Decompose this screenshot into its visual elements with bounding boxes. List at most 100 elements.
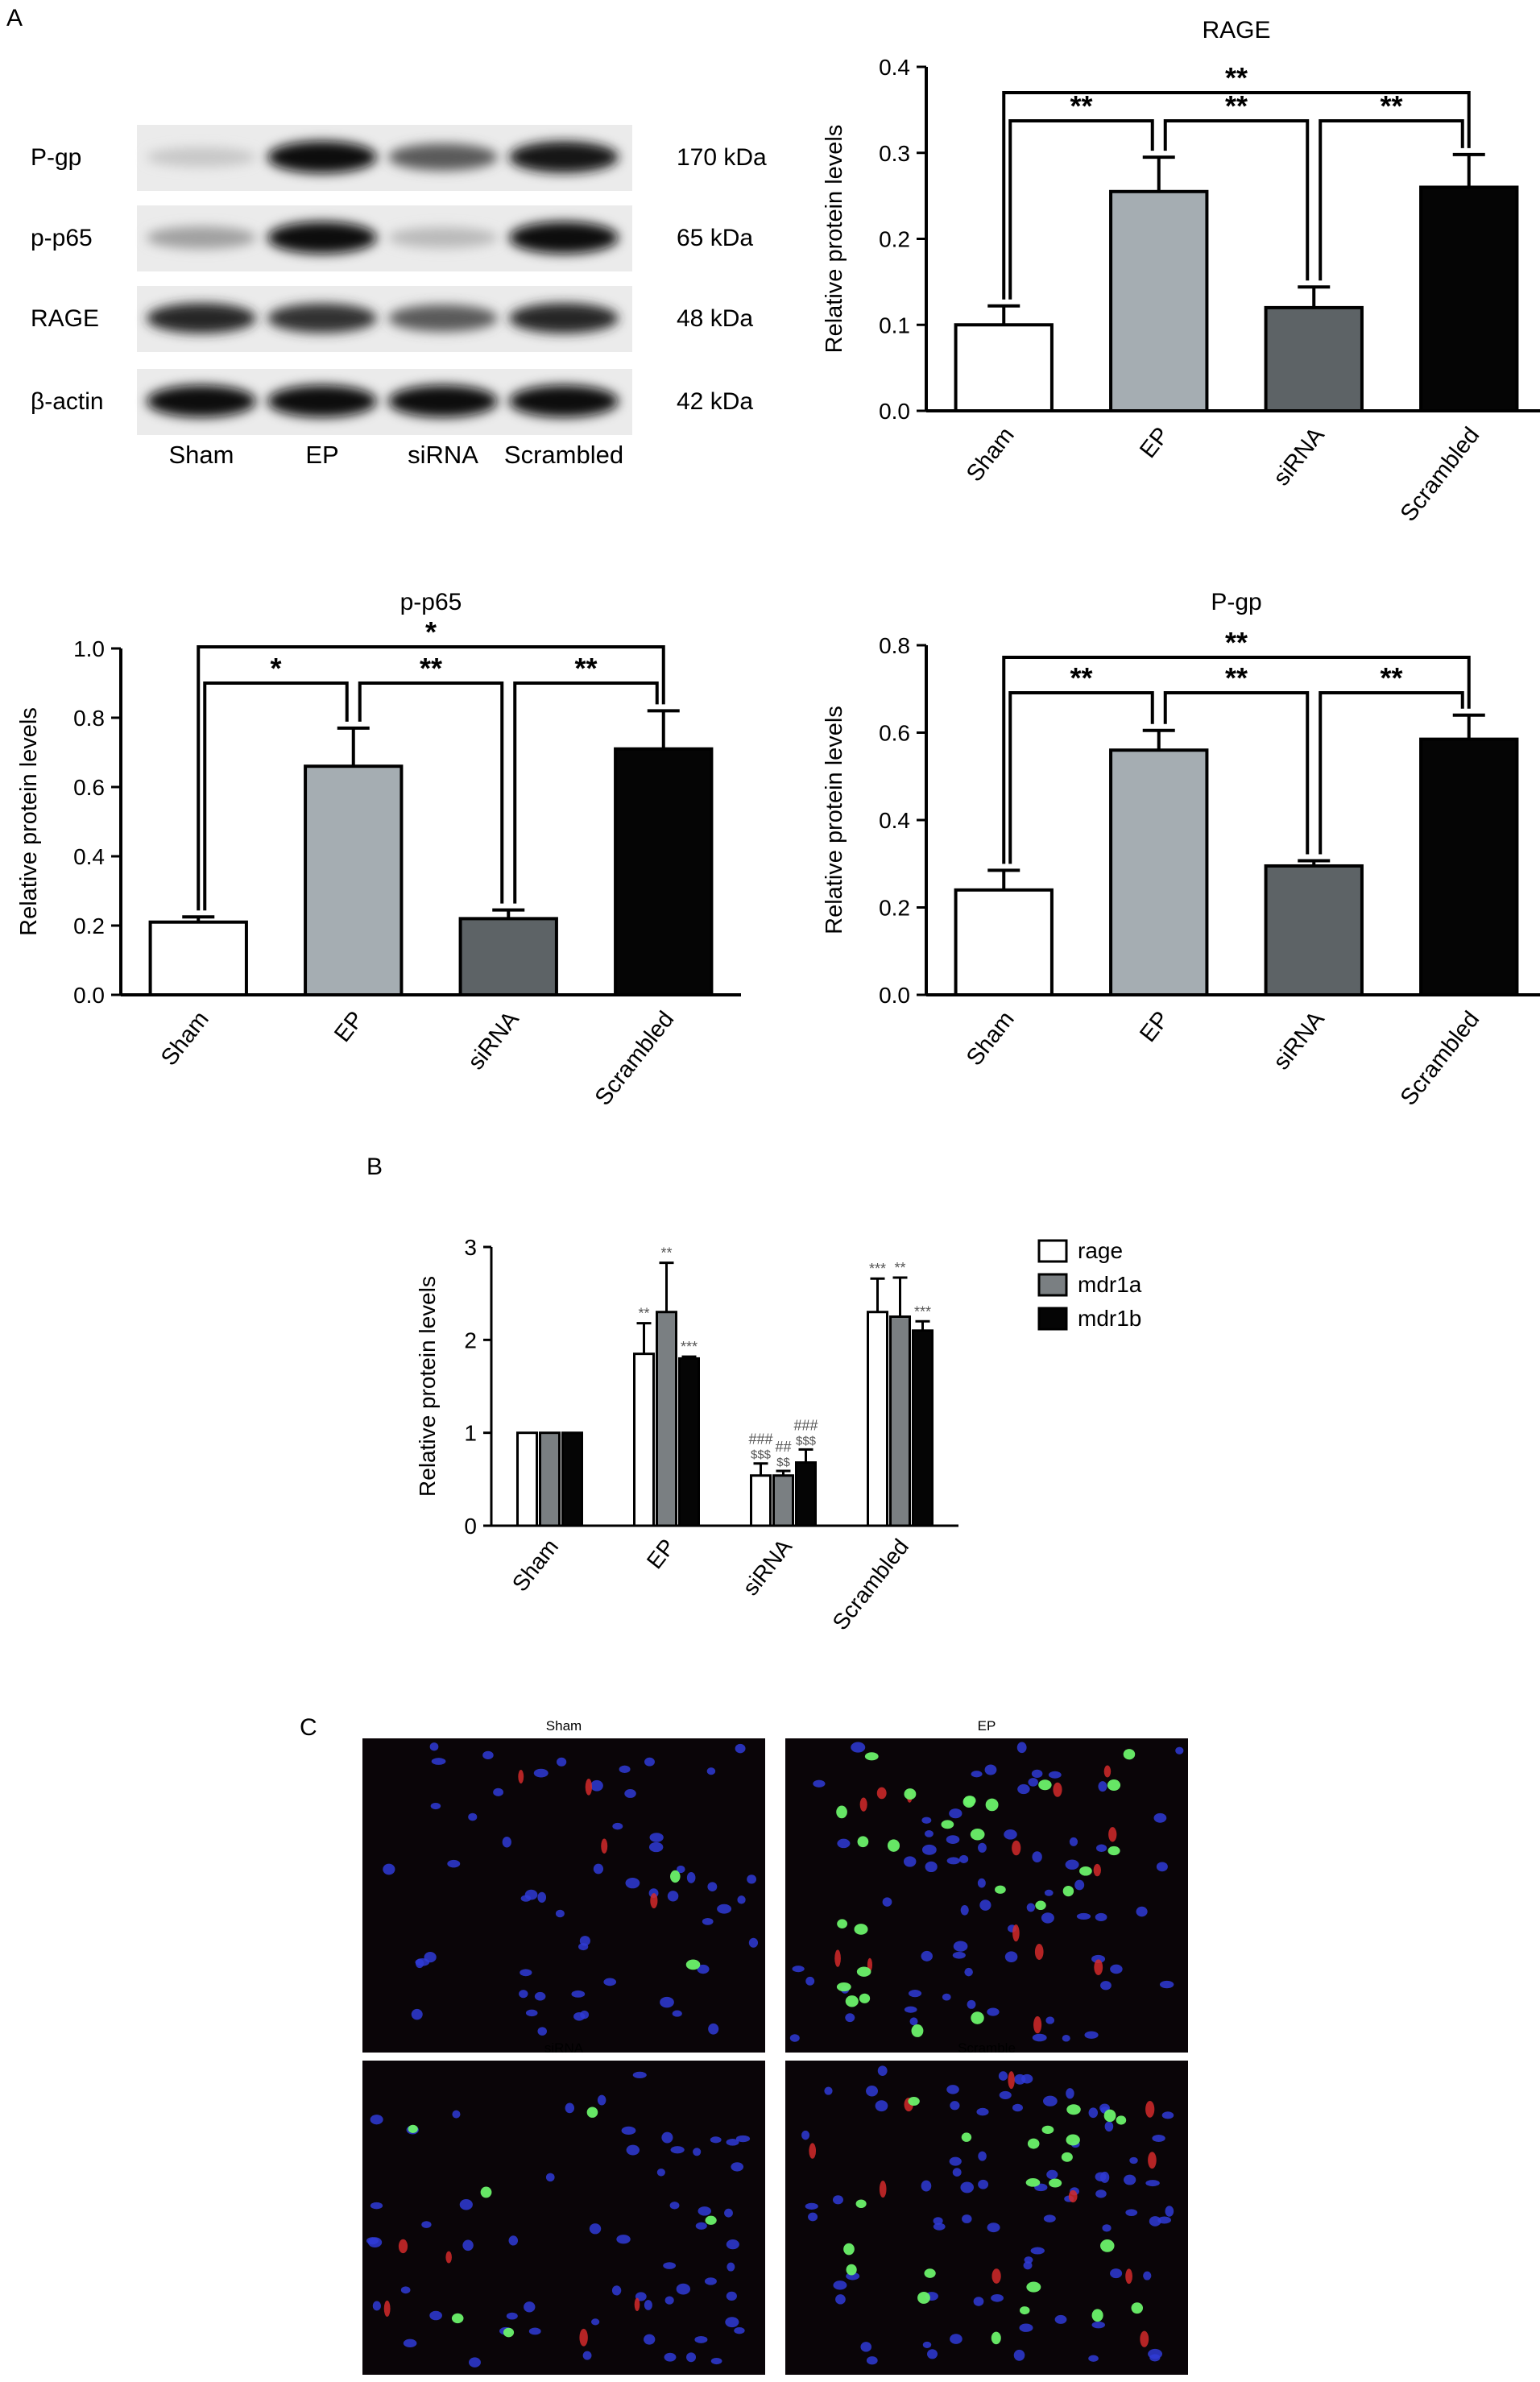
significance-bracket [1002,91,1471,300]
nucleus-blue [824,2086,833,2095]
nucleus-blue [953,1941,968,1952]
blot-band [388,385,498,417]
blot-lane-label: Sham [169,441,234,469]
nucleus-blue [370,2115,383,2125]
nucleus-blue [805,2202,818,2210]
significance-bracket [358,681,504,904]
nucleus-blue [999,2090,1012,2099]
panel-letter-c: C [300,1714,317,1741]
nucleus-blue [1095,2172,1107,2181]
y-tick-label: 0.3 [879,141,910,166]
y-tick-label: 0.2 [73,913,105,938]
significance-bracket [1008,119,1154,300]
nucleus-blue [946,2085,959,2094]
nucleus-blue [1045,2016,1055,2024]
nucleus-blue [904,2006,917,2013]
marker-red [1145,2100,1155,2118]
nucleus-blue [979,1899,991,1911]
nucleus-blue [1095,1912,1107,1922]
blot-band [267,141,377,173]
significance-label: ** [1380,661,1402,694]
nucleus-blue [835,2294,846,2305]
significance-annotation: ## [775,1439,791,1455]
nucleus-blue [537,1891,547,1903]
nucleus-blue [1156,1862,1168,1872]
blot-band [509,141,619,173]
x-tick-label: Sham [507,1535,563,1597]
bar-rage [867,1311,888,1527]
nucleus-blue [987,2007,1000,2016]
nucleus-blue [882,1897,892,1907]
nucleus-blue [616,2235,631,2244]
significance-annotation: $$$ [796,1434,817,1448]
y-tick-label: 0.1 [879,313,910,338]
nucleus-blue [421,2221,432,2228]
nucleus-blue [708,2023,719,2035]
marker-green [1107,1779,1121,1792]
micrograph-label: siRNA [544,2040,584,2056]
marker-green [1066,2134,1080,2146]
nucleus-blue [693,2148,702,2156]
nucleus-blue [664,2296,674,2305]
nucleus-blue [933,2217,943,2225]
nucleus-blue [976,2107,989,2116]
significance-annotation: *** [681,1339,698,1355]
blot-row-label: RAGE [31,305,99,332]
nucleus-blue [946,1857,960,1865]
nucleus-blue [482,1750,494,1760]
nucleus-blue [949,1808,962,1819]
y-tick-label: 1.0 [73,636,105,661]
marker-green [1027,2138,1040,2149]
marker-green [480,2186,492,2198]
y-tick-label: 0.8 [879,633,910,658]
bar [304,764,404,996]
blot-band [267,222,377,254]
significance-annotation: *** [869,1261,886,1277]
nucleus-blue [459,2198,473,2210]
x-tick-label: Scrambled [590,1007,680,1111]
nucleus-blue [686,2352,697,2363]
nucleus-blue [950,2334,962,2344]
nucleus-blue [726,2139,739,2146]
nucleus-blue [612,1822,623,1830]
significance-label: ** [1070,661,1092,694]
marker-red [1008,2071,1015,2090]
nucleus-blue [370,2202,383,2210]
nucleus-blue [704,2277,717,2285]
nucleus-blue [533,1768,549,1778]
nucleus-blue [962,2214,972,2223]
nucleus-blue [367,2237,383,2247]
marker-red [1125,2268,1132,2285]
chart-title: RAGE [1202,17,1270,43]
nucleus-blue [933,2223,946,2231]
nucleus-blue [977,1878,986,1888]
nucleus-blue [644,2300,652,2310]
nucleus-blue [593,1863,604,1875]
nucleus-blue [946,1835,960,1844]
marker-green [917,2291,930,2304]
marker-green [837,1919,848,1928]
nucleus-blue [664,2352,677,2362]
bar-mdr1b [912,1329,934,1527]
blot-lane-label: Scrambled [504,441,623,469]
nucleus-blue [866,2085,879,2097]
significance-annotation: $$ [776,1456,790,1469]
western-blot: P-gp 170 kDa p-p65 65 kDa RAGE 48 kDa β-actin 4… [31,125,767,469]
nucleus-blue [1031,1769,1043,1779]
nucleus-blue [833,2281,847,2290]
marker-red [445,2251,452,2264]
marker-green [1025,2178,1041,2187]
blot-band [388,143,498,171]
y-tick-label: 1 [464,1421,477,1446]
nucleus-blue [748,1937,759,1948]
nucleus-blue [672,2010,682,2017]
marker-red [1108,1827,1117,1842]
micrograph-background [362,2061,765,2375]
marker-green [1066,2104,1081,2115]
marker-red [991,2268,1001,2284]
nucleus-blue [660,1996,674,2008]
y-tick-label: 0.8 [73,706,105,731]
nucleus-blue [469,2357,481,2368]
blot-band [267,303,377,333]
marker-red [834,1949,841,1967]
